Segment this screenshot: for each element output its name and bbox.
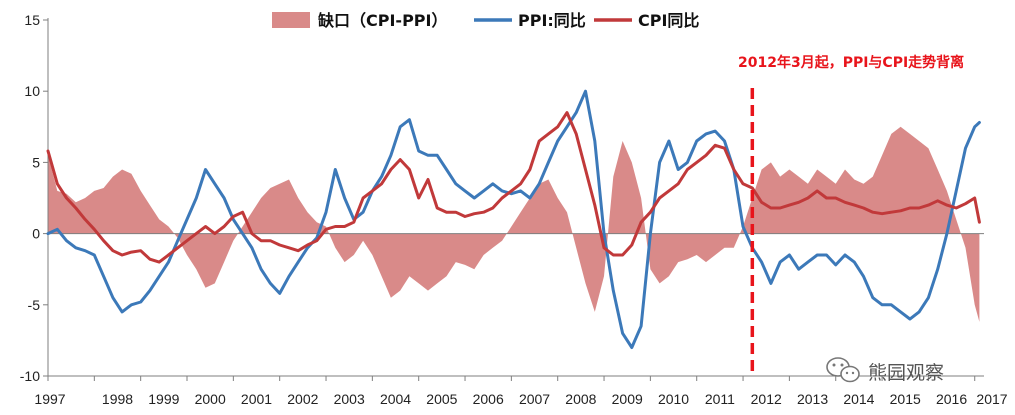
x-tick-label: 2007 [519, 391, 550, 407]
x-tick-label: 2002 [287, 391, 318, 407]
y-tick-label: 0 [32, 226, 40, 242]
cpi-line [46, 111, 981, 264]
legend-label-ppi: PPI:同比 [518, 11, 586, 30]
watermark-text: 熊园观察 [868, 362, 944, 384]
legend-swatch-gap [272, 12, 310, 28]
series-lines [46, 89, 981, 349]
ppi-line [46, 89, 981, 349]
wechat-logo-icon [826, 357, 860, 383]
x-tick-label: 2010 [658, 391, 689, 407]
x-tick-label: 2017 [976, 391, 1007, 407]
x-tick-label: 2000 [195, 391, 226, 407]
legend: 缺口（CPI-PPI） PPI:同比 CPI同比 [272, 11, 699, 30]
x-tick-label: 1997 [34, 391, 65, 407]
x-tick-label: 2003 [334, 391, 365, 407]
divergence-annotation: 2012年3月起，PPI与CPI走势背离 [738, 54, 964, 71]
x-tick-label: 2011 [705, 391, 735, 407]
axes: -10 -5 0 5 10 15 1997 1998 1999 2000 2001 2002 2003 2… [20, 12, 1008, 407]
x-tick-label: 2015 [890, 391, 921, 407]
y-tick-label: -10 [20, 368, 40, 384]
gap-area-layer [48, 126, 980, 322]
x-tick-label: 2013 [797, 391, 828, 407]
x-tick-label: 1998 [102, 391, 133, 407]
x-tick-label: 1999 [148, 391, 179, 407]
legend-label-gap: 缺口（CPI-PPI） [318, 11, 447, 30]
x-tick-label: 2009 [612, 391, 643, 407]
y-tick-label: -5 [28, 297, 41, 313]
x-tick-label: 2001 [241, 391, 272, 407]
x-tick-label: 2008 [565, 391, 596, 407]
x-tick-label: 2014 [843, 391, 874, 407]
watermark: 熊园观察 [826, 357, 944, 384]
x-tick-label: 2016 [936, 391, 967, 407]
y-tick-label: 15 [24, 12, 40, 28]
x-tick-label: 2012 [751, 391, 782, 407]
x-tick-label: 2005 [426, 391, 457, 407]
legend-label-cpi: CPI同比 [638, 11, 699, 30]
y-tick-label: 5 [32, 154, 40, 170]
gap-area [48, 126, 980, 322]
x-tick-label: 2006 [473, 391, 504, 407]
y-tick-label: 10 [24, 83, 40, 99]
x-tick-label: 2004 [380, 391, 411, 407]
